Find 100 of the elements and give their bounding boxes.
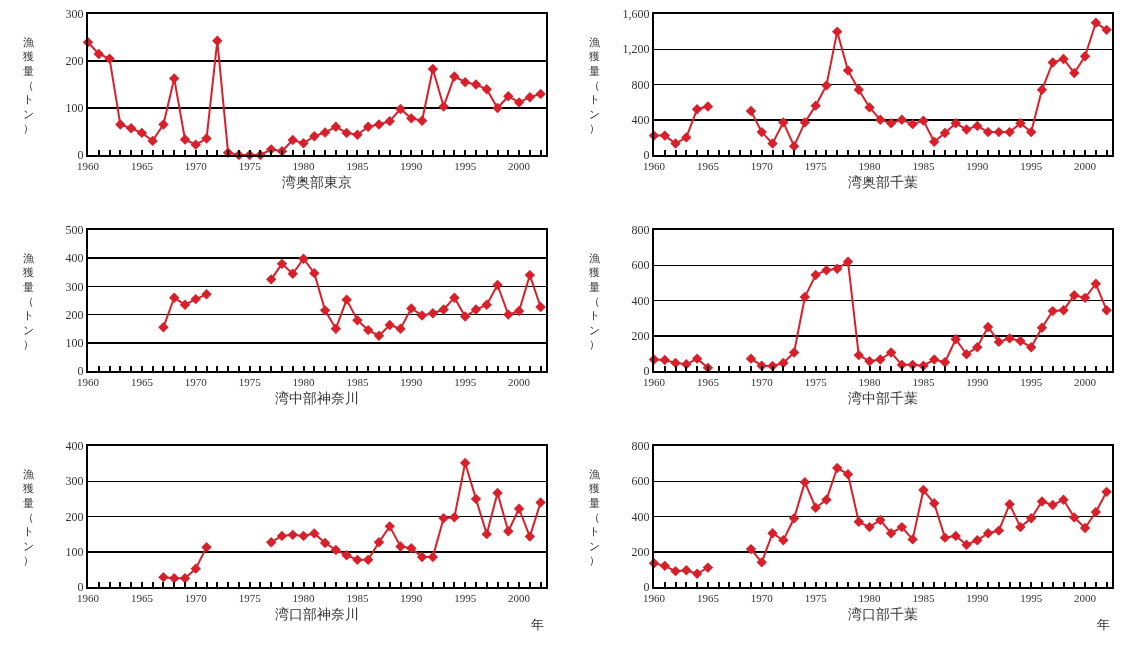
x-tick-label: 1960 (77, 376, 100, 389)
point (449, 512, 460, 523)
y-axis-title: 漁獲量（トン） (589, 36, 600, 134)
x-tick-label: 1970 (750, 592, 774, 605)
point (832, 263, 843, 274)
x-tick-label: 1960 (77, 592, 100, 605)
point (939, 532, 951, 543)
point (1090, 278, 1102, 289)
point (503, 309, 514, 320)
point (298, 530, 309, 542)
point (767, 528, 778, 539)
x-tick-label: 2000 (508, 592, 531, 605)
point (416, 115, 428, 126)
point (481, 84, 492, 95)
point (492, 279, 503, 291)
point (832, 462, 843, 474)
point (896, 521, 908, 533)
point (179, 299, 191, 310)
point (147, 135, 158, 147)
point (982, 321, 994, 333)
point (982, 126, 994, 138)
point (1101, 24, 1112, 36)
y-tick-label: 600 (631, 258, 650, 273)
point (972, 120, 983, 132)
x-tick-label: 1995 (454, 160, 477, 173)
point (341, 294, 352, 305)
x-tick-label: 1995 (454, 376, 477, 389)
point (298, 138, 309, 149)
y-tick-label: 300 (65, 7, 84, 22)
x-tick-label: 2000 (1074, 160, 1097, 173)
point (201, 133, 212, 144)
point (885, 118, 897, 129)
point (691, 353, 703, 364)
point (778, 117, 789, 128)
point (928, 136, 940, 147)
x-tick-label: 1985 (346, 160, 369, 173)
point (309, 131, 320, 142)
point (330, 121, 342, 132)
point (928, 498, 940, 509)
y-tick-label: 200 (631, 328, 650, 343)
x-tick-label: 1960 (77, 160, 100, 173)
point (319, 305, 331, 316)
point (449, 292, 460, 303)
point (1047, 499, 1058, 511)
y-tick-label: 0 (643, 148, 650, 163)
point (373, 119, 385, 130)
point (1015, 118, 1026, 129)
point (1069, 512, 1080, 523)
x-tick-label: 1975 (238, 376, 262, 389)
point (1015, 335, 1026, 347)
x-tick-label: 2000 (508, 160, 531, 173)
x-tick-label: 1960 (643, 592, 666, 605)
point (896, 114, 908, 125)
point (810, 502, 821, 513)
y-tick-label: 200 (65, 509, 84, 524)
x-tick-label: 1970 (184, 376, 208, 389)
point (756, 126, 767, 138)
point (136, 127, 148, 139)
x-axis-title: 湾中部神奈川 (275, 391, 359, 406)
point (950, 530, 961, 542)
point (788, 347, 800, 358)
point (885, 528, 897, 539)
point (939, 127, 951, 139)
point (503, 526, 514, 537)
x-axis-title: 湾奥部東京 (282, 175, 352, 190)
point (287, 529, 298, 541)
x-tick-label: 1980 (858, 592, 882, 605)
x-tick-label: 1960 (643, 376, 666, 389)
point (799, 476, 811, 488)
point (864, 356, 875, 367)
point (1004, 498, 1015, 510)
point (788, 140, 800, 152)
point (961, 124, 972, 135)
point (190, 563, 201, 574)
point (875, 114, 886, 125)
point (939, 356, 951, 368)
y-axis-title: 漁獲量（トン） (23, 468, 34, 566)
point (179, 572, 191, 584)
point (702, 562, 714, 573)
x-axis-title: 湾口部神奈川 (275, 607, 359, 622)
x-tick-label: 1990 (400, 160, 423, 173)
point (384, 319, 395, 331)
point (513, 97, 525, 108)
point (524, 91, 536, 103)
y-tick-label: 800 (631, 439, 650, 454)
point (438, 101, 449, 112)
point (535, 497, 546, 508)
point (449, 71, 460, 82)
point (470, 304, 482, 315)
point (362, 324, 374, 336)
y-tick-label: 300 (65, 474, 84, 489)
point (928, 354, 940, 365)
point (438, 513, 449, 524)
point (201, 541, 212, 553)
point (481, 528, 492, 540)
point (702, 101, 714, 112)
point (659, 354, 670, 366)
point (352, 315, 363, 326)
point (885, 347, 897, 358)
point (1058, 494, 1069, 505)
